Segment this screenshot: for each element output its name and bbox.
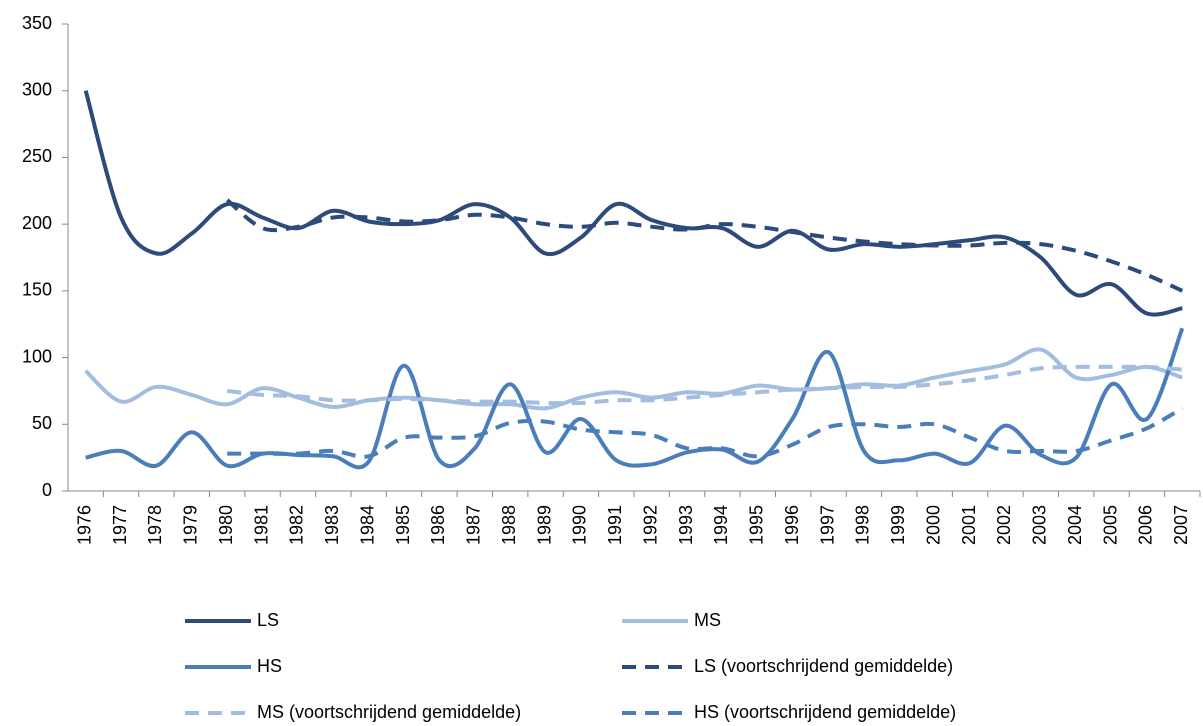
x-tick-label: 1983 xyxy=(322,505,342,545)
x-tick-label: 2004 xyxy=(1065,505,1085,545)
x-tick-label: 1981 xyxy=(251,505,271,545)
x-tick-label: 1999 xyxy=(888,505,908,545)
x-tick-label: 2001 xyxy=(959,505,979,545)
y-tick-label: 0 xyxy=(42,480,52,500)
x-tick-label: 1977 xyxy=(110,505,130,545)
x-tick-label: 1989 xyxy=(534,505,554,545)
x-tick-label: 1991 xyxy=(605,505,625,545)
series-line xyxy=(85,327,1185,470)
legend-label: LS xyxy=(257,610,279,630)
x-tick-label: 1976 xyxy=(74,505,94,545)
x-tick-label: 1980 xyxy=(216,505,236,545)
x-tick-label: 1993 xyxy=(676,505,696,545)
x-tick-label: 2002 xyxy=(994,505,1014,545)
y-tick-label: 50 xyxy=(32,413,52,433)
legend-label: HS xyxy=(257,656,282,676)
x-tick-label: 1988 xyxy=(499,505,519,545)
y-tick-label: 350 xyxy=(22,13,52,33)
x-tick-label: 2003 xyxy=(1030,505,1050,545)
x-tick-label: 1997 xyxy=(817,505,837,545)
x-tick-label: 1994 xyxy=(711,505,731,545)
x-tick-label: 1998 xyxy=(853,505,873,545)
y-tick-label: 300 xyxy=(22,79,52,99)
x-tick-label: 1978 xyxy=(145,505,165,545)
x-tick-label: 1982 xyxy=(287,505,307,545)
x-tick-label: 1987 xyxy=(464,505,484,545)
x-tick-label: 2005 xyxy=(1100,505,1120,545)
x-tick-label: 2000 xyxy=(923,505,943,545)
x-tick-label: 2007 xyxy=(1171,505,1191,545)
x-tick-label: 1995 xyxy=(747,505,767,545)
y-tick-label: 100 xyxy=(22,346,52,366)
series-line xyxy=(227,406,1184,459)
x-tick-label: 1992 xyxy=(640,505,660,545)
y-tick-label: 200 xyxy=(22,213,52,233)
legend-label: MS xyxy=(694,610,721,630)
x-tick-label: 2006 xyxy=(1136,505,1156,545)
legend-label: LS (voortschrijdend gemiddelde) xyxy=(694,656,953,676)
x-tick-label: 1996 xyxy=(782,505,802,545)
series-line xyxy=(225,198,1184,293)
y-tick-label: 150 xyxy=(22,280,52,300)
x-tick-label: 1985 xyxy=(393,505,413,545)
x-tick-label: 1984 xyxy=(357,505,377,545)
x-tick-label: 1990 xyxy=(570,505,590,545)
series-line xyxy=(226,364,1183,406)
y-tick-label: 250 xyxy=(22,146,52,166)
series-line xyxy=(83,90,1183,317)
legend-label: HS (voortschrijdend gemiddelde) xyxy=(694,702,956,722)
x-tick-label: 1979 xyxy=(181,505,201,545)
x-tick-label: 1986 xyxy=(428,505,448,545)
legend-label: MS (voortschrijdend gemiddelde) xyxy=(257,702,521,722)
series-line xyxy=(84,347,1183,411)
